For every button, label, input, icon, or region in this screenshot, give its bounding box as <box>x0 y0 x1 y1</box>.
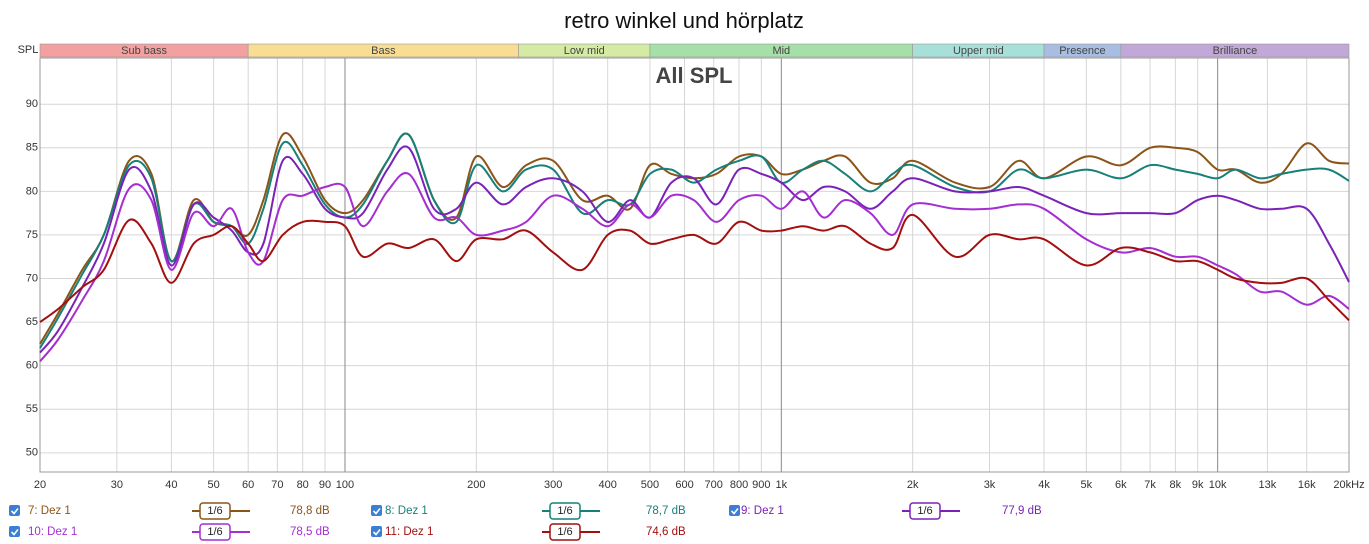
x-tick-label: 6k <box>1115 479 1127 491</box>
plot-frame <box>39 57 1350 473</box>
band-label: Upper mid <box>953 45 1004 57</box>
smoothing-button[interactable] <box>549 523 581 541</box>
band-bar: Sub bass Bass Low mid Mid Upper mid Presence B… <box>39 43 1350 58</box>
legend-label: 7: Dez 1 <box>28 505 71 517</box>
x-tick-label: 600 <box>675 479 693 491</box>
checkmark <box>372 508 381 515</box>
smoothing-label: 1/6 <box>557 526 572 538</box>
checkmark <box>730 508 739 515</box>
x-tick-label: 80 <box>297 479 309 491</box>
y-tick-label: 60 <box>26 360 38 372</box>
x-tick-label: 800 <box>730 479 748 491</box>
x-tick-label: 500 <box>641 479 659 491</box>
band-label: Bass <box>371 45 396 57</box>
y-tick-label: 70 <box>26 272 38 284</box>
x-tick-label: 40 <box>165 479 177 491</box>
legend-label: 9: Dez 1 <box>741 505 784 517</box>
checkbox[interactable] <box>9 505 20 516</box>
series-line <box>39 213 1350 323</box>
x-tick-label: 13k <box>1258 479 1276 491</box>
smoothing-button[interactable] <box>909 502 941 520</box>
x-tick-label: 10k <box>1209 479 1227 491</box>
x-tick-label: 100 <box>336 479 354 491</box>
curves <box>39 132 1350 362</box>
band-label: Presence <box>1059 45 1105 57</box>
y-tick-label: 50 <box>26 447 38 459</box>
x-tick-label: 16k <box>1298 479 1316 491</box>
y-axis-label: SPL <box>18 44 39 56</box>
legend-level: 78,5 dB <box>290 526 330 538</box>
legend-item: 10: Dez 1 1/6 78,5 dB <box>9 523 330 541</box>
smoothing-label: 1/6 <box>557 505 572 517</box>
x-tick-label: 30 <box>111 479 123 491</box>
legend-item: 9: Dez 1 1/6 77,9 dB <box>729 502 1042 520</box>
y-tick-label: 85 <box>26 142 38 154</box>
x-tick-label: 2k <box>907 479 919 491</box>
legend-item: 11: Dez 1 1/6 74,6 dB <box>371 523 686 541</box>
legend: 7: Dez 1 1/6 78,8 dB 8: Dez 1 1/6 78,7 dB 9: D… <box>9 502 1042 541</box>
y-tick-label: 90 <box>26 98 38 110</box>
legend-level: 74,6 dB <box>646 526 686 538</box>
chart-subtitle: All SPL <box>655 63 732 88</box>
legend-label: 11: Dez 1 <box>385 526 433 538</box>
checkbox[interactable] <box>9 526 20 537</box>
y-tick-label: 65 <box>26 316 38 328</box>
checkmark <box>372 529 381 536</box>
band-label: Mid <box>772 45 790 57</box>
x-tick-label: 50 <box>208 479 220 491</box>
x-tick-label: 20kHz <box>1333 479 1364 491</box>
x-tick-label: 4k <box>1038 479 1050 491</box>
band-label: Sub bass <box>121 45 167 57</box>
smoothing-label: 1/6 <box>207 505 222 517</box>
x-tick-label: 300 <box>544 479 562 491</box>
band-label: Brilliance <box>1213 45 1258 57</box>
band <box>1120 43 1350 58</box>
x-tick-label: 60 <box>242 479 254 491</box>
chart-title: retro winkel und hörplatz <box>564 8 804 33</box>
band-label: Low mid <box>564 45 605 57</box>
smoothing-button[interactable] <box>199 502 231 520</box>
legend-item: 8: Dez 1 1/6 78,7 dB <box>371 502 686 520</box>
x-tick-label: 900 <box>752 479 770 491</box>
x-tick-label: 700 <box>705 479 723 491</box>
smoothing-label: 1/6 <box>207 526 222 538</box>
checkbox[interactable] <box>729 505 740 516</box>
smoothing-button[interactable] <box>199 523 231 541</box>
x-tick-label: 20 <box>34 479 46 491</box>
y-tick-label: 55 <box>26 403 38 415</box>
legend-label: 10: Dez 1 <box>28 526 77 538</box>
x-tick-label: 5k <box>1080 479 1092 491</box>
checkbox[interactable] <box>371 505 382 516</box>
x-tick-label: 200 <box>467 479 485 491</box>
x-tick-label: 400 <box>599 479 617 491</box>
legend-level: 77,9 dB <box>1002 505 1042 517</box>
x-tick-label: 7k <box>1144 479 1156 491</box>
checkmark <box>10 508 19 515</box>
x-tick-label: 1k <box>776 479 788 491</box>
x-tick-label: 8k <box>1170 479 1182 491</box>
checkmark <box>10 529 19 536</box>
smoothing-label: 1/6 <box>917 505 932 517</box>
legend-level: 78,8 dB <box>290 505 330 517</box>
legend-label: 8: Dez 1 <box>385 505 428 517</box>
x-tick-label: 9k <box>1192 479 1204 491</box>
y-tick-label: 75 <box>26 229 38 241</box>
x-tick-label: 70 <box>271 479 283 491</box>
smoothing-button[interactable] <box>549 502 581 520</box>
x-tick-label: 90 <box>319 479 331 491</box>
legend-level: 78,7 dB <box>646 505 686 517</box>
checkbox[interactable] <box>371 526 382 537</box>
x-tick-label: 3k <box>984 479 996 491</box>
legend-item: 7: Dez 1 1/6 78,8 dB <box>9 502 330 520</box>
y-tick-label: 80 <box>26 185 38 197</box>
